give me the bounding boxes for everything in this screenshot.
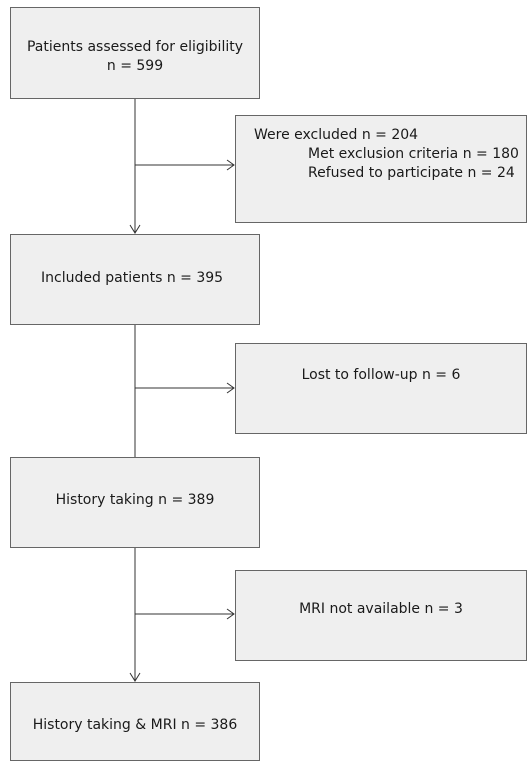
assessed-count: n = 599	[106, 58, 164, 74]
included-box: Included patients n = 395	[10, 234, 260, 325]
history-label: History taking n = 389	[55, 492, 215, 508]
arrowhead-included	[129, 224, 141, 234]
final-label: History taking & MRI n = 386	[32, 717, 238, 733]
assessed-label: Patients assessed for eligibility	[26, 39, 243, 55]
arrowhead-lost	[226, 382, 235, 394]
arrowhead-excluded	[226, 159, 235, 171]
excluded-refused: Refused to participate n = 24	[308, 165, 515, 181]
history-box: History taking n = 389	[10, 457, 260, 548]
arrowhead-mri-missing	[226, 608, 235, 620]
lost-label: Lost to follow-up n = 6	[301, 367, 461, 383]
excluded-total: Were excluded n = 204	[254, 127, 419, 143]
lost-box: Lost to follow-up n = 6	[235, 343, 527, 434]
assessed-box: Patients assessed for eligibility n = 59…	[10, 7, 260, 99]
mri-missing-label: MRI not available n = 3	[299, 601, 463, 617]
included-label: Included patients n = 395	[41, 270, 224, 286]
arrowhead-final	[129, 672, 141, 682]
excluded-criteria: Met exclusion criteria n = 180	[308, 146, 519, 162]
mri-missing-box: MRI not available n = 3	[235, 570, 527, 661]
